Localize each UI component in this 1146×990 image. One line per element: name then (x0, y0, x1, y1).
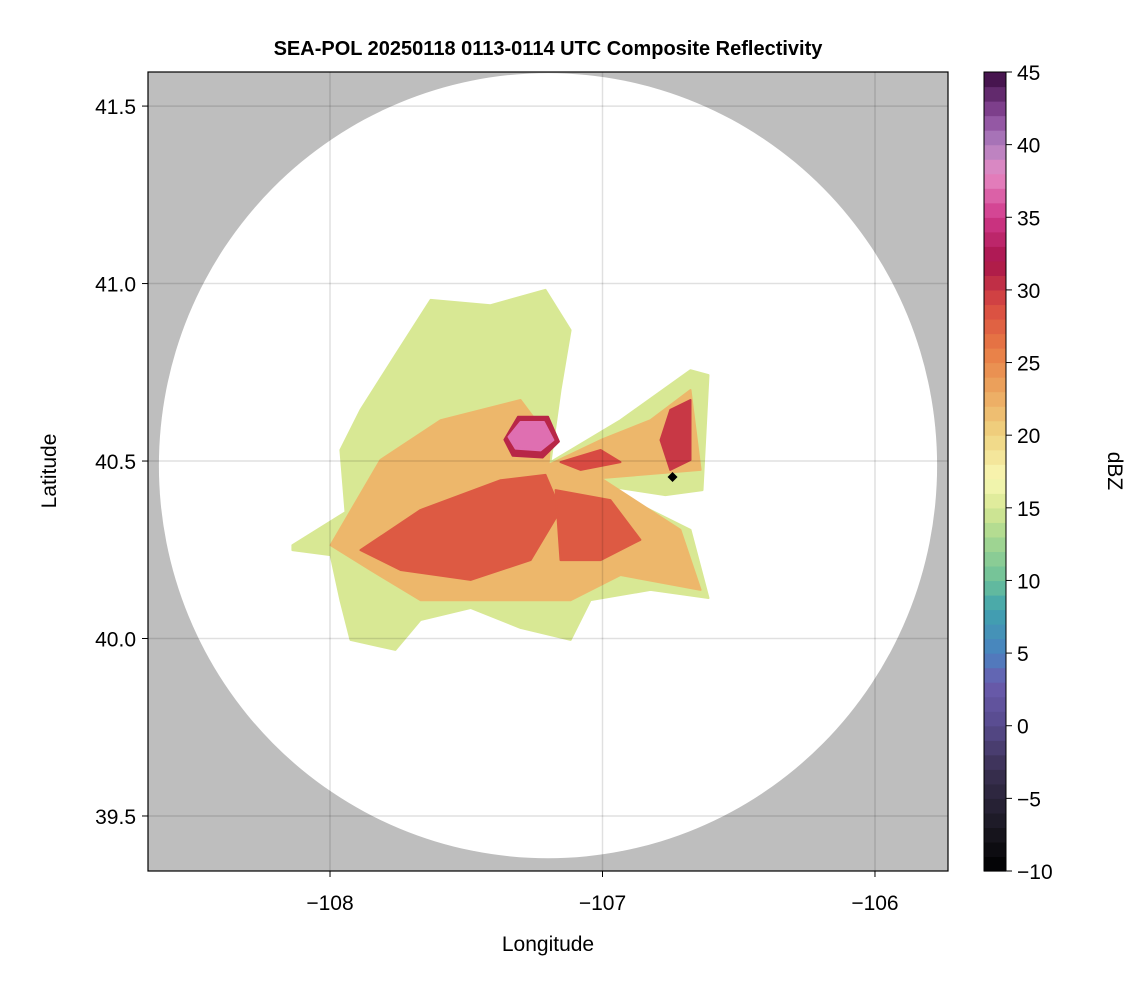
radar-site-marker (667, 472, 678, 483)
colorbar-band (984, 289, 1006, 306)
echo-region (559, 449, 622, 471)
plot-frame (147, 71, 949, 872)
colorbar-band (984, 406, 1006, 422)
echo-region (507, 421, 555, 452)
colorbar-band (984, 464, 1006, 480)
colorbar-band (984, 391, 1006, 407)
y-axis-label: Latitude (38, 434, 61, 509)
colorbar-band (984, 217, 1006, 233)
colorbar-tick-label: 10 (1017, 570, 1040, 593)
gridlines (148, 72, 948, 871)
colorbar-tick-label: 5 (1017, 643, 1029, 666)
colorbar-band (984, 725, 1006, 741)
colorbar-band (984, 72, 1006, 88)
colorbar-band (984, 159, 1006, 175)
x-tick-label: −108 (306, 892, 353, 915)
colorbar-tick-label: 45 (1017, 62, 1040, 85)
colorbar-band (984, 231, 1006, 247)
colorbar-band (984, 144, 1006, 160)
colorbar-band (984, 856, 1006, 872)
colorbar-tick-label: 40 (1017, 135, 1040, 158)
colorbar-band (984, 711, 1006, 727)
colorbar-band (984, 522, 1006, 538)
x-tick-label: −107 (579, 892, 626, 915)
x-axis-label: Longitude (502, 933, 594, 956)
colorbar-band (984, 609, 1006, 625)
colorbar-ticks: −10 −5 0 5 10 15 20 25 30 35 40 45 (1006, 62, 1053, 884)
colorbar-frame (983, 71, 1007, 872)
colorbar-band (984, 420, 1006, 436)
y-tick-label: 41.5 (95, 96, 136, 119)
colorbar-tick-label: 30 (1017, 280, 1040, 303)
colorbar-band (984, 507, 1006, 523)
colorbar-band (984, 740, 1006, 756)
colorbar-band (984, 769, 1006, 785)
colorbar-band (984, 827, 1006, 843)
colorbar-tick-label: −5 (1017, 788, 1041, 811)
colorbar-band (984, 682, 1006, 698)
y-ticks: 39.5 40.0 40.5 41.0 41.5 (95, 96, 148, 829)
colorbar-band (984, 275, 1006, 291)
colorbar-band (984, 333, 1006, 349)
colorbar-band (984, 638, 1006, 654)
colorbar-band (984, 202, 1006, 218)
colorbar-band (984, 580, 1006, 596)
colorbar-band (984, 754, 1006, 770)
colorbar-band (984, 783, 1006, 799)
colorbar-band (984, 812, 1006, 829)
colorbar-band (984, 348, 1006, 364)
colorbar-band (984, 260, 1006, 276)
x-tick-label: −106 (851, 892, 898, 915)
chart-title: SEA-POL 20250118 0113-0114 UTC Composite… (274, 38, 824, 60)
y-tick-label: 40.0 (95, 629, 136, 652)
colorbar-band (984, 304, 1006, 320)
colorbar-band (984, 696, 1006, 712)
colorbar-band (984, 115, 1006, 131)
colorbar-band (984, 377, 1006, 393)
colorbar-tick-label: −10 (1017, 861, 1053, 884)
colorbar-band (984, 86, 1006, 102)
colorbar-band (984, 246, 1006, 262)
x-ticks: −108 −107 −106 (306, 871, 899, 915)
echo-layer (291, 288, 710, 651)
colorbar-band (984, 478, 1006, 494)
colorbar-band (984, 188, 1006, 204)
colorbar-band (984, 449, 1006, 465)
colorbar-band (984, 130, 1006, 146)
colorbar-band (984, 594, 1006, 611)
y-tick-label: 39.5 (95, 806, 136, 829)
colorbar-band (984, 653, 1006, 669)
colorbar-label: dBZ (1103, 452, 1126, 491)
colorbar-tick-label: 0 (1017, 716, 1029, 739)
echo-region (554, 489, 642, 562)
colorbar-band (984, 667, 1006, 683)
colorbar-band (984, 536, 1006, 552)
colorbar-tick-label: 25 (1017, 353, 1040, 376)
colorbar-band (984, 565, 1006, 582)
echo-region (659, 399, 692, 471)
colorbar-tick-label: 35 (1017, 207, 1040, 230)
colorbar-band (984, 841, 1006, 858)
colorbar-band (984, 101, 1006, 117)
colorbar-band (984, 435, 1006, 451)
y-tick-label: 41.0 (95, 274, 136, 297)
colorbar-band (984, 318, 1006, 335)
colorbar-tick-label: 20 (1017, 425, 1040, 448)
colorbar-tick-label: 15 (1017, 498, 1040, 521)
colorbar-band (984, 493, 1006, 509)
colorbar-band (984, 551, 1006, 567)
colorbar-band (984, 362, 1006, 378)
colorbar (983, 71, 1007, 872)
colorbar-band (984, 624, 1006, 640)
y-tick-label: 40.5 (95, 451, 136, 474)
colorbar-band (984, 798, 1006, 814)
colorbar-band (984, 173, 1006, 189)
